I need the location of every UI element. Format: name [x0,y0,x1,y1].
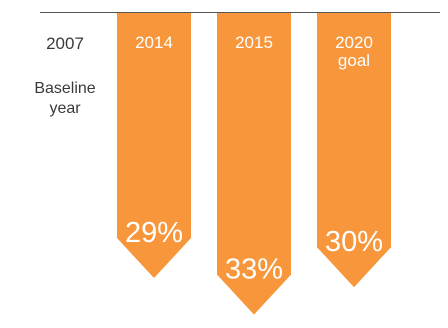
baseline-caption: Baseline year [34,80,96,117]
value-label-3: 30% [325,226,383,258]
bar-1 [117,13,191,279]
category-label-2: 2015 [235,33,273,52]
value-label-2: 33% [225,254,283,286]
category-label-3: 2020 goal [335,33,373,70]
baseline-year: 2007 [46,34,84,53]
bar-2 [217,13,291,315]
value-label-1: 29% [125,217,183,249]
category-label-1: 2014 [135,33,173,52]
bar-3 [317,13,391,288]
